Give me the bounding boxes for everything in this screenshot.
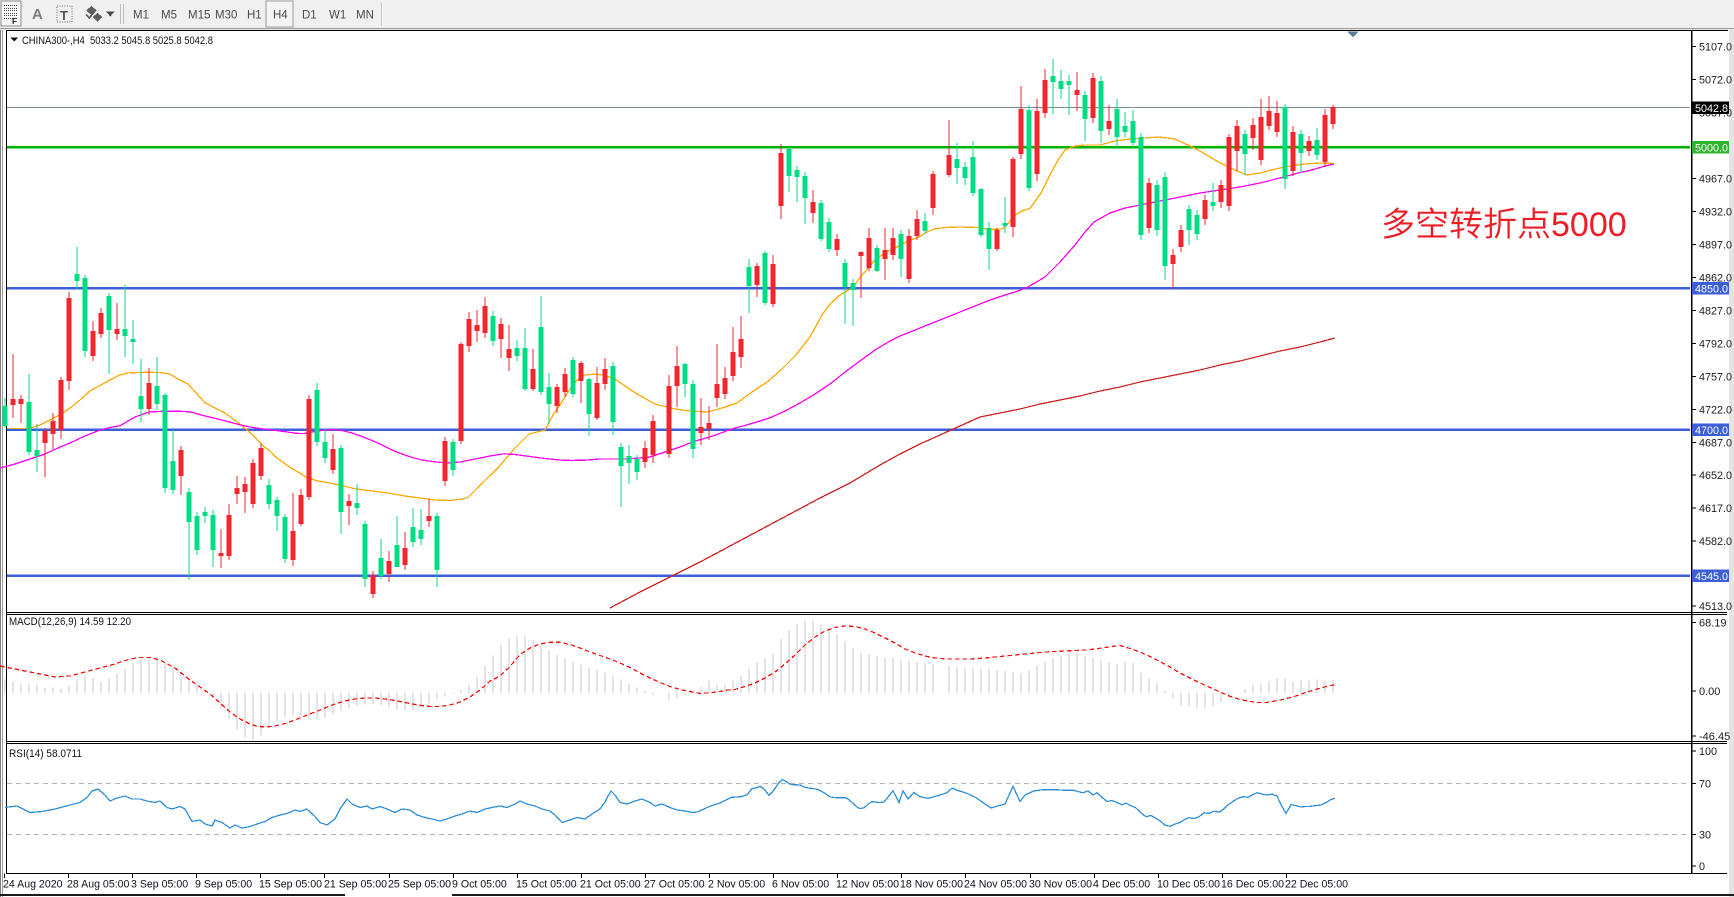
svg-text:70: 70 <box>1699 779 1711 791</box>
svg-text:4722.0: 4722.0 <box>1699 404 1732 416</box>
svg-text:18 Nov 05:00: 18 Nov 05:00 <box>900 879 963 891</box>
svg-text:4792.0: 4792.0 <box>1699 338 1732 350</box>
svg-text:F: F <box>12 17 17 26</box>
svg-text:-46.45: -46.45 <box>1699 731 1730 743</box>
svg-text:5107.0: 5107.0 <box>1699 42 1732 54</box>
svg-text:4897.0: 4897.0 <box>1699 240 1732 252</box>
svg-text:RSI(14) 58.0711: RSI(14) 58.0711 <box>9 748 82 760</box>
svg-text:25 Sep 05:00: 25 Sep 05:00 <box>388 879 451 891</box>
svg-text:4652.0: 4652.0 <box>1699 470 1732 482</box>
svg-text:M1: M1 <box>133 10 149 22</box>
svg-text:16 Dec 05:00: 16 Dec 05:00 <box>1221 879 1284 891</box>
svg-text:15 Oct 05:00: 15 Oct 05:00 <box>516 879 577 891</box>
svg-text:10 Dec 05:00: 10 Dec 05:00 <box>1157 879 1220 891</box>
svg-text:M5: M5 <box>161 10 177 22</box>
svg-text:M15: M15 <box>188 10 210 22</box>
svg-text:4687.0: 4687.0 <box>1699 437 1732 449</box>
svg-text:21 Sep 05:00: 21 Sep 05:00 <box>324 879 387 891</box>
svg-text:100: 100 <box>1699 746 1717 758</box>
svg-text:D1: D1 <box>302 10 317 22</box>
svg-text:4 Dec 05:00: 4 Dec 05:00 <box>1093 879 1150 891</box>
svg-text:0.00: 0.00 <box>1699 686 1720 698</box>
svg-text:MACD(12,26,9) 14.59 12.20: MACD(12,26,9) 14.59 12.20 <box>9 616 131 628</box>
svg-text:4513.0: 4513.0 <box>1699 601 1732 613</box>
svg-text:4700.0: 4700.0 <box>1695 425 1728 437</box>
svg-text:4967.0: 4967.0 <box>1699 174 1732 186</box>
svg-text:4545.0: 4545.0 <box>1695 571 1728 583</box>
svg-text:30: 30 <box>1699 830 1711 842</box>
svg-text:H1: H1 <box>247 10 262 22</box>
svg-text:21 Oct 05:00: 21 Oct 05:00 <box>580 879 641 891</box>
svg-text:15 Sep 05:00: 15 Sep 05:00 <box>259 879 322 891</box>
svg-text:2 Nov 05:00: 2 Nov 05:00 <box>708 879 765 891</box>
svg-text:22 Dec 05:00: 22 Dec 05:00 <box>1285 879 1348 891</box>
svg-text:4850.0: 4850.0 <box>1695 284 1728 296</box>
svg-text:MN: MN <box>356 10 374 22</box>
svg-text:H4: H4 <box>273 10 288 22</box>
svg-text:3 Sep 05:00: 3 Sep 05:00 <box>131 879 188 891</box>
svg-text:27 Oct 05:00: 27 Oct 05:00 <box>644 879 705 891</box>
svg-text:24 Nov 05:00: 24 Nov 05:00 <box>964 879 1027 891</box>
svg-text:M30: M30 <box>215 10 237 22</box>
svg-text:9 Sep 05:00: 9 Sep 05:00 <box>195 879 252 891</box>
svg-text:4862.0: 4862.0 <box>1699 273 1732 285</box>
svg-text:24 Aug 2020: 24 Aug 2020 <box>3 879 63 891</box>
svg-text:W1: W1 <box>329 10 346 22</box>
svg-text:5042.8: 5042.8 <box>1695 103 1728 115</box>
svg-text:9 Oct 05:00: 9 Oct 05:00 <box>452 879 507 891</box>
svg-text:4932.0: 4932.0 <box>1699 207 1732 219</box>
svg-text:5000.0: 5000.0 <box>1695 143 1728 155</box>
svg-text:4757.0: 4757.0 <box>1699 371 1732 383</box>
svg-text:28 Aug 05:00: 28 Aug 05:00 <box>67 879 130 891</box>
svg-text:0: 0 <box>1699 861 1705 873</box>
svg-text:T: T <box>60 8 68 23</box>
svg-text:4617.0: 4617.0 <box>1699 503 1732 515</box>
svg-text:68.19: 68.19 <box>1699 618 1727 630</box>
svg-text:6 Nov 05:00: 6 Nov 05:00 <box>772 879 829 891</box>
svg-text:CHINA300-,H4 5033.2 5045.8 50: CHINA300-,H4 5033.2 5045.8 5025.8 5042.8 <box>22 35 213 47</box>
svg-text:12 Nov 05:00: 12 Nov 05:00 <box>836 879 899 891</box>
svg-text:30 Nov 05:00: 30 Nov 05:00 <box>1029 879 1092 891</box>
svg-text:A: A <box>32 6 43 23</box>
svg-text:5000: 5000 <box>1551 206 1627 244</box>
svg-text:5072.0: 5072.0 <box>1699 75 1732 87</box>
svg-text:4582.0: 4582.0 <box>1699 536 1732 548</box>
svg-text:4827.0: 4827.0 <box>1699 305 1732 317</box>
